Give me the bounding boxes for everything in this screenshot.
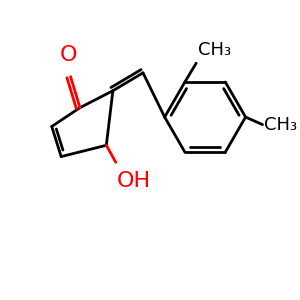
Text: O: O: [60, 45, 77, 65]
Text: CH₃: CH₃: [264, 116, 298, 134]
Text: OH: OH: [117, 171, 151, 191]
Text: CH₃: CH₃: [198, 41, 231, 59]
